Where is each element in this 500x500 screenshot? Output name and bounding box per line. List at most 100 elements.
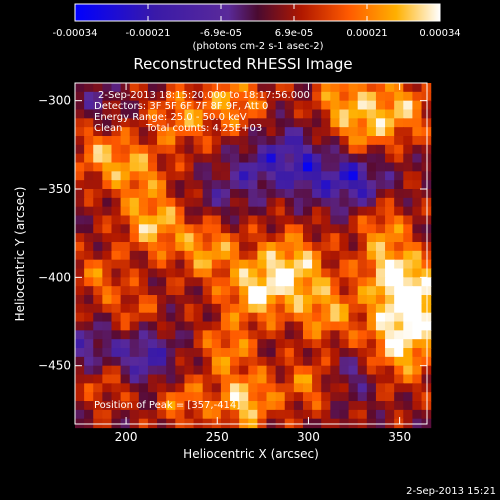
- heatmap-cell: [412, 330, 423, 340]
- heatmap-cell: [193, 259, 204, 270]
- heatmap-cell: [275, 401, 286, 411]
- heatmap-cell: [220, 321, 231, 331]
- heatmap-cell: [421, 365, 432, 376]
- heatmap-cell: [266, 268, 277, 278]
- heatmap-cell: [385, 383, 395, 393]
- heatmap-cell: [284, 83, 295, 93]
- heatmap-cell: [248, 197, 258, 208]
- heatmap-cell: [312, 383, 322, 393]
- heatmap-cell: [175, 321, 186, 331]
- heatmap-cell: [321, 127, 331, 137]
- heatmap-cell: [366, 286, 377, 296]
- heatmap-cell: [111, 144, 122, 155]
- heatmap-cell: [266, 233, 277, 243]
- heatmap-cell: [339, 242, 350, 252]
- heatmap-cell: [129, 295, 140, 305]
- heatmap-cell: [120, 242, 131, 252]
- heatmap-cell: [302, 162, 313, 172]
- heatmap-cell: [339, 91, 350, 102]
- heatmap-cell: [257, 83, 268, 93]
- y-tick-label: −350: [38, 182, 71, 196]
- heatmap-cell: [193, 224, 204, 234]
- heatmap-cell: [239, 418, 249, 429]
- heatmap-cell: [102, 418, 113, 429]
- heatmap-cell: [421, 180, 432, 190]
- heatmap-cell: [403, 356, 414, 367]
- heatmap-cell: [248, 180, 258, 190]
- heatmap-cell: [348, 233, 359, 243]
- heatmap-cell: [421, 233, 432, 243]
- heatmap-cell: [284, 374, 295, 384]
- heatmap-cell: [166, 242, 176, 252]
- heatmap-cell: [175, 356, 186, 367]
- heatmap-cell: [93, 348, 103, 358]
- heatmap-cell: [147, 321, 158, 331]
- heatmap-cell: [348, 259, 359, 270]
- heatmap-cell: [348, 356, 359, 367]
- heatmap-cell: [275, 321, 286, 331]
- heatmap-cell: [385, 250, 395, 261]
- heatmap-cell: [220, 348, 231, 358]
- y-tick-label: −400: [38, 270, 71, 284]
- heatmap-cell: [312, 356, 322, 367]
- heatmap-cell: [366, 136, 377, 146]
- heatmap-cell: [84, 171, 94, 181]
- heatmap-cell: [275, 91, 286, 102]
- heatmap-cell: [230, 392, 240, 402]
- heatmap-cell: [312, 365, 322, 376]
- heatmap-cell: [266, 374, 277, 384]
- heatmap-cell: [220, 118, 231, 128]
- heatmap-cell: [202, 259, 213, 270]
- heatmap-cell: [157, 180, 167, 190]
- heatmap-cell: [302, 409, 313, 420]
- heatmap-cell: [302, 127, 313, 137]
- heatmap-cell: [211, 321, 222, 331]
- heatmap-cell: [330, 189, 341, 199]
- heatmap-cell: [111, 224, 122, 234]
- heatmap-cell: [120, 401, 131, 411]
- heatmap-cell: [230, 127, 240, 137]
- heatmap-cell: [211, 339, 222, 349]
- heatmap-cell: [248, 321, 258, 331]
- heatmap-cell: [166, 233, 176, 243]
- heatmap-cell: [129, 144, 140, 155]
- heatmap-cell: [302, 268, 313, 278]
- heatmap-cell: [321, 303, 331, 314]
- heatmap-cell: [348, 127, 359, 137]
- heatmap-cell: [111, 268, 122, 278]
- heatmap-cell: [366, 365, 377, 376]
- heatmap-cell: [129, 127, 140, 137]
- heatmap-cell: [312, 233, 322, 243]
- heatmap-cell: [248, 127, 258, 137]
- heatmap-cell: [357, 374, 368, 384]
- heatmap-cell: [321, 109, 331, 119]
- heatmap-cell: [266, 348, 277, 358]
- heatmap-cell: [184, 374, 195, 384]
- heatmap-cell: [357, 312, 368, 323]
- heatmap-cell: [412, 312, 423, 323]
- heatmap-cell: [293, 330, 304, 340]
- heatmap-cell: [220, 356, 231, 367]
- heatmap-cell: [421, 383, 432, 393]
- heatmap-cell: [184, 162, 195, 172]
- colorbar-gradient: [74, 3, 441, 22]
- heatmap-cell: [129, 189, 140, 199]
- heatmap-cell: [230, 162, 240, 172]
- heatmap-cell: [211, 215, 222, 225]
- heatmap-cell: [339, 259, 350, 270]
- heatmap-cell: [75, 339, 85, 349]
- heatmap-cell: [120, 365, 131, 376]
- heatmap-cell: [166, 136, 176, 146]
- heatmap-cell: [330, 330, 341, 340]
- heatmap-cell: [394, 144, 404, 155]
- heatmap-cell: [147, 83, 158, 93]
- heatmap-cell: [339, 180, 350, 190]
- heatmap-cell: [375, 348, 386, 358]
- heatmap-cell: [75, 180, 85, 190]
- heatmap-cell: [193, 303, 204, 314]
- heatmap-cell: [138, 409, 149, 420]
- heatmap-cell: [166, 268, 176, 278]
- heatmap-cell: [412, 100, 423, 111]
- heatmap-cell: [102, 303, 113, 314]
- heatmap-cell: [102, 348, 113, 358]
